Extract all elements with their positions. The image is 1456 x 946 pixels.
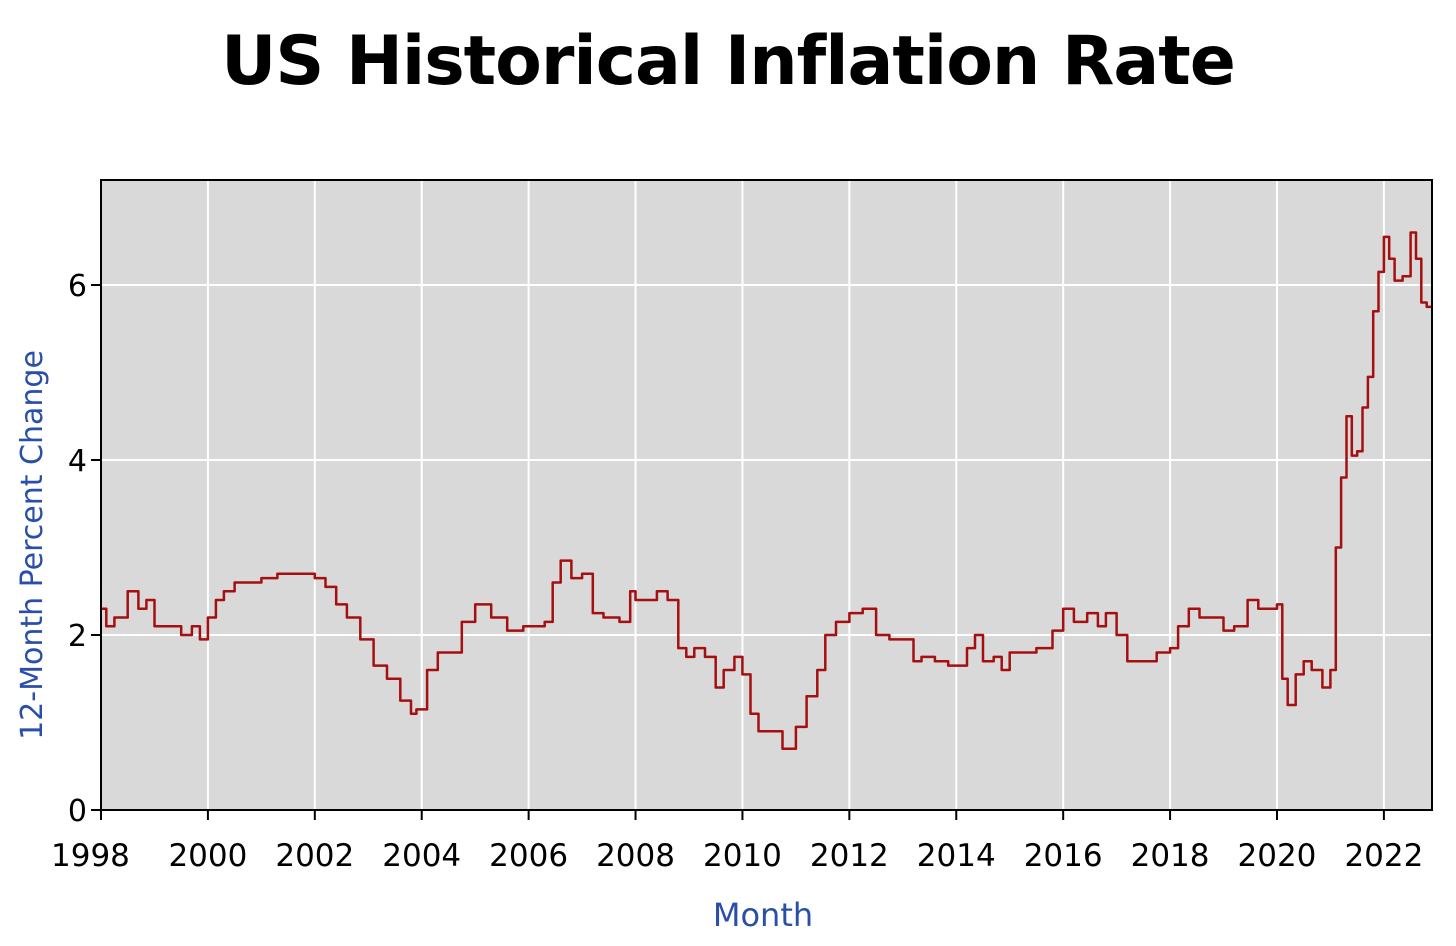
y-tick-label: 4 bbox=[68, 444, 87, 479]
x-tick-label: 2014 bbox=[917, 838, 996, 874]
x-axis-label: Month bbox=[713, 896, 813, 934]
x-tick-label: 2012 bbox=[810, 838, 889, 874]
x-tick-label: 2022 bbox=[1344, 838, 1423, 874]
y-axis-label: 12-Month Percent Change bbox=[15, 350, 50, 740]
x-tick-label: 2000 bbox=[168, 838, 247, 874]
x-tick-label: 2020 bbox=[1238, 838, 1317, 874]
x-tick-label: 2008 bbox=[596, 838, 675, 874]
axis-ticks: 1998 2000 2002 2004 2006 2008 2010 2012 2014 2016… bbox=[51, 269, 1423, 874]
y-tick-label: 6 bbox=[68, 269, 87, 304]
grid-lines bbox=[100, 180, 1432, 810]
chart-title: US Historical Inflation Rate bbox=[221, 22, 1236, 101]
x-tick-label: 2010 bbox=[703, 838, 782, 874]
y-tick-label: 2 bbox=[68, 619, 87, 654]
y-tick-label: 0 bbox=[68, 794, 87, 829]
x-tick-label: 2002 bbox=[275, 838, 354, 874]
plot-border bbox=[100, 179, 1433, 811]
plot-area bbox=[101, 180, 1432, 810]
inflation-series-line bbox=[101, 231, 1432, 751]
x-tick-label: 1998 bbox=[51, 838, 130, 874]
x-tick-label: 2018 bbox=[1131, 838, 1210, 874]
x-tick-label: 2006 bbox=[489, 838, 568, 874]
x-tick-label: 2004 bbox=[382, 838, 461, 874]
x-tick-label: 2016 bbox=[1024, 838, 1103, 874]
